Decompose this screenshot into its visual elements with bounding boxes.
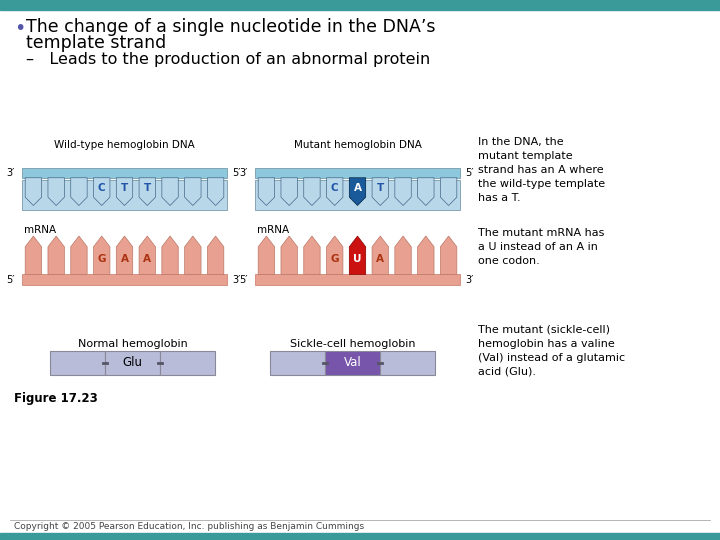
Text: template strand: template strand <box>26 34 166 52</box>
Text: The change of a single nucleotide in the DNA’s: The change of a single nucleotide in the… <box>26 18 436 36</box>
Polygon shape <box>281 178 297 206</box>
Polygon shape <box>258 236 274 274</box>
Text: T: T <box>144 183 151 193</box>
Text: 5′: 5′ <box>232 168 240 178</box>
Bar <box>105 351 160 375</box>
Bar <box>255 274 460 285</box>
Polygon shape <box>117 236 132 274</box>
Polygon shape <box>327 236 343 274</box>
Text: C: C <box>98 183 106 193</box>
Polygon shape <box>281 236 297 274</box>
Polygon shape <box>395 236 411 274</box>
Polygon shape <box>372 236 389 274</box>
Polygon shape <box>395 178 411 206</box>
Text: 5′: 5′ <box>6 275 15 285</box>
Polygon shape <box>25 178 42 206</box>
Text: –   Leads to the production of an abnormal protein: – Leads to the production of an abnormal… <box>26 52 431 67</box>
Bar <box>325 351 380 375</box>
Text: A: A <box>143 254 151 264</box>
Text: •: • <box>14 19 25 38</box>
Bar <box>0 533 720 540</box>
Text: mRNA: mRNA <box>257 225 289 235</box>
Polygon shape <box>349 178 366 206</box>
Polygon shape <box>441 178 456 206</box>
Bar <box>255 180 460 210</box>
Bar <box>160 351 215 375</box>
Text: 3′: 3′ <box>465 275 473 285</box>
Polygon shape <box>184 236 201 274</box>
Polygon shape <box>48 178 64 206</box>
Text: U: U <box>354 254 361 264</box>
Polygon shape <box>349 236 366 274</box>
Text: The mutant mRNA has
a U instead of an A in
one codon.: The mutant mRNA has a U instead of an A … <box>478 228 604 266</box>
Text: 3′: 3′ <box>240 168 248 178</box>
Polygon shape <box>71 236 87 274</box>
Bar <box>22 180 227 210</box>
Text: Normal hemoglobin: Normal hemoglobin <box>78 339 187 349</box>
Text: Mutant hemoglobin DNA: Mutant hemoglobin DNA <box>294 140 421 150</box>
Text: T: T <box>121 183 128 193</box>
Polygon shape <box>441 236 456 274</box>
Polygon shape <box>48 236 64 274</box>
Bar <box>22 274 227 285</box>
Text: 3′: 3′ <box>232 275 240 285</box>
Polygon shape <box>258 178 274 206</box>
Polygon shape <box>184 178 201 206</box>
Polygon shape <box>94 236 110 274</box>
Text: T: T <box>377 183 384 193</box>
Bar <box>255 168 460 178</box>
Polygon shape <box>304 178 320 206</box>
Text: Sickle-cell hemoglobin: Sickle-cell hemoglobin <box>289 339 415 349</box>
Text: In the DNA, the
mutant template
strand has an A where
the wild-type template
has: In the DNA, the mutant template strand h… <box>478 137 605 203</box>
Polygon shape <box>418 236 434 274</box>
Polygon shape <box>207 236 224 274</box>
Bar <box>0 0 720 10</box>
Text: G: G <box>97 254 106 264</box>
Text: Wild-type hemoglobin DNA: Wild-type hemoglobin DNA <box>54 140 195 150</box>
Polygon shape <box>71 178 87 206</box>
Text: 5′: 5′ <box>240 275 248 285</box>
Text: C: C <box>331 183 338 193</box>
Text: Copyright © 2005 Pearson Education, Inc. publishing as Benjamin Cummings: Copyright © 2005 Pearson Education, Inc.… <box>14 522 364 531</box>
Polygon shape <box>327 178 343 206</box>
Polygon shape <box>139 178 156 206</box>
Text: A: A <box>354 183 361 193</box>
Polygon shape <box>117 178 132 206</box>
Polygon shape <box>94 178 110 206</box>
Text: Figure 17.23: Figure 17.23 <box>14 392 98 405</box>
Bar <box>380 351 435 375</box>
Polygon shape <box>139 236 156 274</box>
Bar <box>270 351 325 375</box>
Bar <box>50 351 105 375</box>
Text: mRNA: mRNA <box>24 225 56 235</box>
Bar <box>22 168 227 178</box>
Text: Val: Val <box>343 356 361 369</box>
Polygon shape <box>418 178 434 206</box>
Polygon shape <box>304 236 320 274</box>
Text: 5′: 5′ <box>465 168 474 178</box>
Polygon shape <box>25 236 42 274</box>
Text: A: A <box>120 254 128 264</box>
Text: Glu: Glu <box>122 356 143 369</box>
Text: G: G <box>330 254 339 264</box>
Text: The mutant (sickle-cell)
hemoglobin has a valine
(Val) instead of a glutamic
aci: The mutant (sickle-cell) hemoglobin has … <box>478 325 625 377</box>
Text: A: A <box>377 254 384 264</box>
Text: 3′: 3′ <box>6 168 15 178</box>
Polygon shape <box>162 178 179 206</box>
Polygon shape <box>162 236 179 274</box>
Polygon shape <box>207 178 224 206</box>
Polygon shape <box>372 178 389 206</box>
